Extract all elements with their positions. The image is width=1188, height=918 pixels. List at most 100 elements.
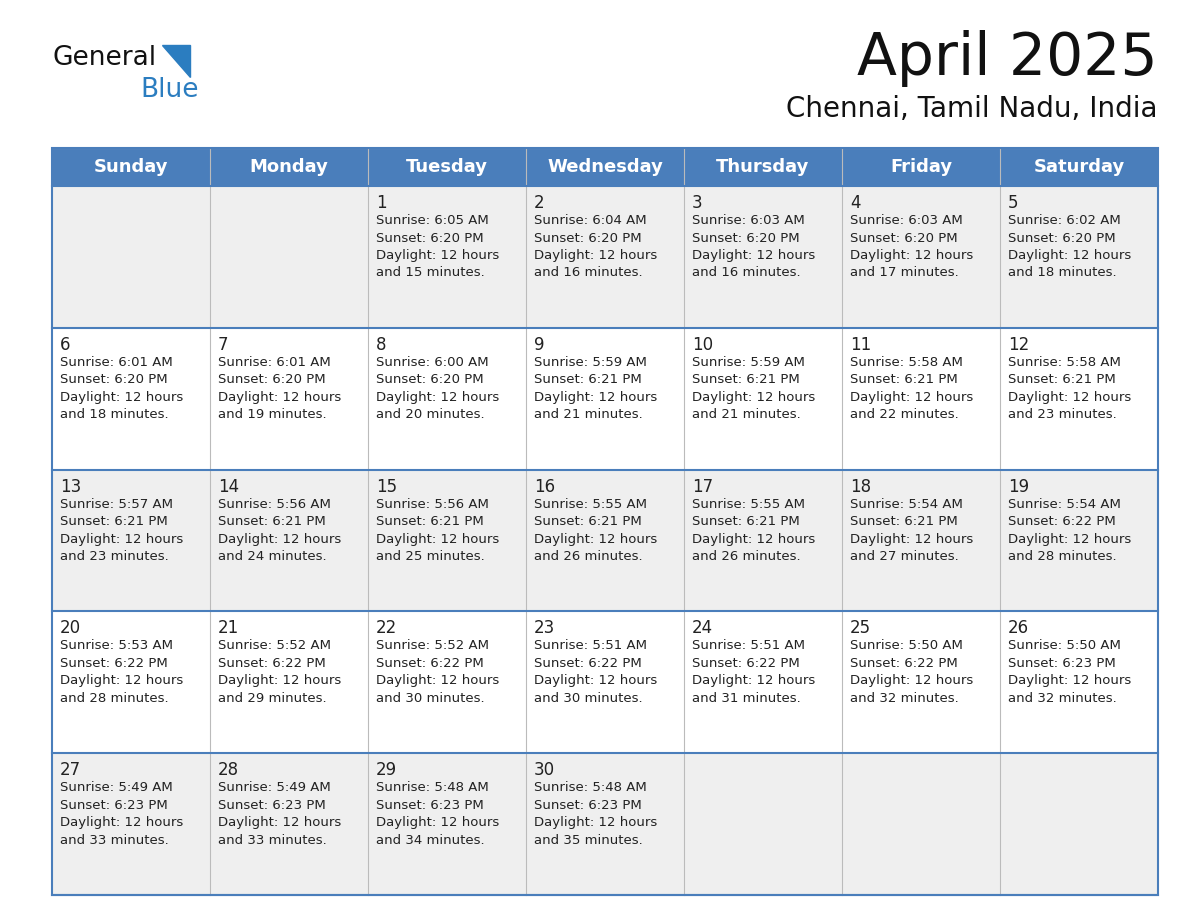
Bar	[52, 753, 1158, 895]
Text: and 32 minutes.: and 32 minutes.	[849, 692, 959, 705]
Text: Daylight: 12 hours: Daylight: 12 hours	[219, 816, 341, 829]
Text: Sunrise: 6:01 AM: Sunrise: 6:01 AM	[219, 356, 330, 369]
Text: Sunset: 6:21 PM: Sunset: 6:21 PM	[691, 515, 800, 528]
Text: 29: 29	[375, 761, 397, 779]
Text: and 33 minutes.: and 33 minutes.	[219, 834, 327, 846]
Text: and 20 minutes.: and 20 minutes.	[375, 409, 485, 421]
Text: Daylight: 12 hours: Daylight: 12 hours	[1007, 249, 1131, 262]
Text: Sunrise: 5:52 AM: Sunrise: 5:52 AM	[219, 640, 331, 653]
Text: and 21 minutes.: and 21 minutes.	[691, 409, 801, 421]
Text: Friday: Friday	[890, 158, 952, 176]
Text: Sunset: 6:21 PM: Sunset: 6:21 PM	[849, 515, 958, 528]
Text: 24: 24	[691, 620, 713, 637]
Text: Daylight: 12 hours: Daylight: 12 hours	[849, 391, 973, 404]
Text: Sunrise: 5:49 AM: Sunrise: 5:49 AM	[219, 781, 330, 794]
Text: Sunset: 6:21 PM: Sunset: 6:21 PM	[375, 515, 484, 528]
Text: Daylight: 12 hours: Daylight: 12 hours	[375, 532, 499, 545]
Text: 14: 14	[219, 477, 239, 496]
Text: Sunset: 6:23 PM: Sunset: 6:23 PM	[61, 799, 168, 812]
Text: 17: 17	[691, 477, 713, 496]
Text: 1: 1	[375, 194, 386, 212]
Text: and 29 minutes.: and 29 minutes.	[219, 692, 327, 705]
Bar	[52, 186, 1158, 328]
Text: 15: 15	[375, 477, 397, 496]
Text: Daylight: 12 hours: Daylight: 12 hours	[691, 675, 815, 688]
Text: Daylight: 12 hours: Daylight: 12 hours	[849, 249, 973, 262]
Text: 18: 18	[849, 477, 871, 496]
Text: Thursday: Thursday	[716, 158, 810, 176]
Text: Sunset: 6:22 PM: Sunset: 6:22 PM	[61, 657, 168, 670]
Text: April 2025: April 2025	[858, 30, 1158, 87]
Text: Sunrise: 5:55 AM: Sunrise: 5:55 AM	[691, 498, 805, 510]
Polygon shape	[162, 45, 190, 77]
Text: Sunrise: 5:49 AM: Sunrise: 5:49 AM	[61, 781, 172, 794]
Text: Sunday: Sunday	[94, 158, 169, 176]
Text: Sunset: 6:22 PM: Sunset: 6:22 PM	[533, 657, 642, 670]
Text: 9: 9	[533, 336, 544, 353]
Text: Sunrise: 6:03 AM: Sunrise: 6:03 AM	[849, 214, 962, 227]
Text: 4: 4	[849, 194, 860, 212]
Text: Sunset: 6:21 PM: Sunset: 6:21 PM	[533, 515, 642, 528]
Text: Sunrise: 6:02 AM: Sunrise: 6:02 AM	[1007, 214, 1120, 227]
Text: Sunrise: 5:57 AM: Sunrise: 5:57 AM	[61, 498, 173, 510]
Text: 22: 22	[375, 620, 397, 637]
Text: Daylight: 12 hours: Daylight: 12 hours	[61, 532, 183, 545]
Text: Daylight: 12 hours: Daylight: 12 hours	[61, 675, 183, 688]
Text: and 16 minutes.: and 16 minutes.	[691, 266, 801, 279]
Text: and 26 minutes.: and 26 minutes.	[533, 550, 643, 563]
Text: Saturday: Saturday	[1034, 158, 1125, 176]
Text: Daylight: 12 hours: Daylight: 12 hours	[533, 391, 657, 404]
Text: Sunrise: 5:58 AM: Sunrise: 5:58 AM	[1007, 356, 1120, 369]
Text: Sunset: 6:20 PM: Sunset: 6:20 PM	[219, 374, 326, 386]
Text: 19: 19	[1007, 477, 1029, 496]
Text: Daylight: 12 hours: Daylight: 12 hours	[1007, 391, 1131, 404]
Text: Daylight: 12 hours: Daylight: 12 hours	[375, 249, 499, 262]
Text: Sunset: 6:20 PM: Sunset: 6:20 PM	[375, 374, 484, 386]
Text: Sunrise: 5:52 AM: Sunrise: 5:52 AM	[375, 640, 489, 653]
Text: Daylight: 12 hours: Daylight: 12 hours	[691, 249, 815, 262]
Text: Sunrise: 6:05 AM: Sunrise: 6:05 AM	[375, 214, 488, 227]
Bar	[52, 470, 1158, 611]
Text: 13: 13	[61, 477, 81, 496]
Text: and 28 minutes.: and 28 minutes.	[61, 692, 169, 705]
Text: Sunset: 6:23 PM: Sunset: 6:23 PM	[1007, 657, 1116, 670]
Text: and 16 minutes.: and 16 minutes.	[533, 266, 643, 279]
Text: Sunrise: 5:51 AM: Sunrise: 5:51 AM	[691, 640, 805, 653]
Text: and 31 minutes.: and 31 minutes.	[691, 692, 801, 705]
Text: 27: 27	[61, 761, 81, 779]
Text: Sunrise: 5:48 AM: Sunrise: 5:48 AM	[533, 781, 646, 794]
Text: Sunset: 6:22 PM: Sunset: 6:22 PM	[1007, 515, 1116, 528]
Text: Daylight: 12 hours: Daylight: 12 hours	[1007, 675, 1131, 688]
Text: Daylight: 12 hours: Daylight: 12 hours	[533, 816, 657, 829]
Text: Sunrise: 5:59 AM: Sunrise: 5:59 AM	[533, 356, 647, 369]
Text: Daylight: 12 hours: Daylight: 12 hours	[533, 532, 657, 545]
Text: 30: 30	[533, 761, 555, 779]
Text: Sunset: 6:22 PM: Sunset: 6:22 PM	[849, 657, 958, 670]
Text: Sunset: 6:20 PM: Sunset: 6:20 PM	[691, 231, 800, 244]
Text: Sunset: 6:20 PM: Sunset: 6:20 PM	[849, 231, 958, 244]
Text: Daylight: 12 hours: Daylight: 12 hours	[375, 675, 499, 688]
Text: 6: 6	[61, 336, 70, 353]
Text: 5: 5	[1007, 194, 1018, 212]
Text: and 18 minutes.: and 18 minutes.	[1007, 266, 1117, 279]
Text: Chennai, Tamil Nadu, India: Chennai, Tamil Nadu, India	[786, 95, 1158, 123]
Text: and 23 minutes.: and 23 minutes.	[61, 550, 169, 563]
Text: and 34 minutes.: and 34 minutes.	[375, 834, 485, 846]
Text: Sunrise: 6:01 AM: Sunrise: 6:01 AM	[61, 356, 172, 369]
Text: 26: 26	[1007, 620, 1029, 637]
Text: and 18 minutes.: and 18 minutes.	[61, 409, 169, 421]
Text: Sunset: 6:20 PM: Sunset: 6:20 PM	[375, 231, 484, 244]
Bar	[52, 148, 1158, 895]
Text: Sunset: 6:21 PM: Sunset: 6:21 PM	[61, 515, 168, 528]
Text: Sunset: 6:21 PM: Sunset: 6:21 PM	[1007, 374, 1116, 386]
Text: 16: 16	[533, 477, 555, 496]
Text: Sunrise: 5:55 AM: Sunrise: 5:55 AM	[533, 498, 647, 510]
Text: 3: 3	[691, 194, 702, 212]
Text: Wednesday: Wednesday	[546, 158, 663, 176]
Text: and 35 minutes.: and 35 minutes.	[533, 834, 643, 846]
Text: Sunrise: 5:54 AM: Sunrise: 5:54 AM	[1007, 498, 1120, 510]
Text: 7: 7	[219, 336, 228, 353]
Text: Daylight: 12 hours: Daylight: 12 hours	[219, 391, 341, 404]
Bar	[52, 148, 1158, 186]
Text: 2: 2	[533, 194, 544, 212]
